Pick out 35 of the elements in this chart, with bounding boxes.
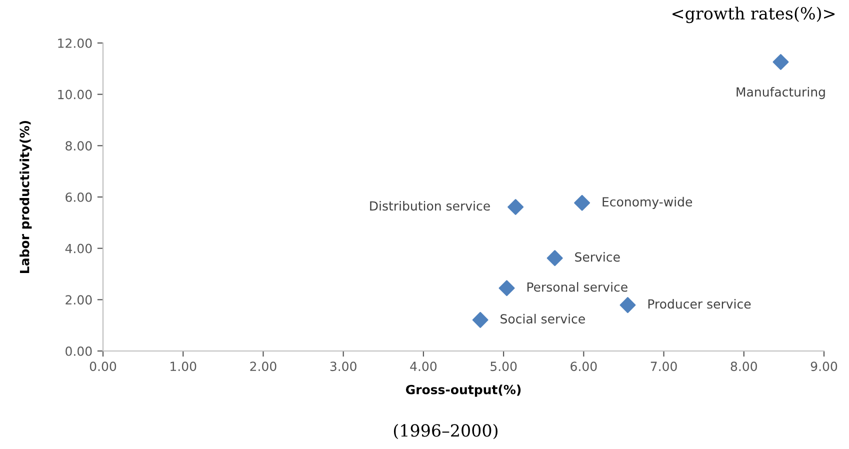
point bbox=[498, 280, 515, 296]
annotation: Manufacturing bbox=[736, 86, 825, 100]
x-tick-label: 8.00 bbox=[730, 362, 757, 372]
y-tick-label: 8.00 bbox=[66, 141, 92, 151]
annotation: Producer service bbox=[648, 299, 751, 309]
chart-title: <growth rates(%)> bbox=[672, 6, 834, 24]
annotation: Service bbox=[575, 252, 620, 262]
point bbox=[546, 250, 563, 266]
point bbox=[574, 194, 590, 211]
x-tick-label: 9.00 bbox=[810, 362, 838, 372]
x-tick-label: 3.00 bbox=[330, 362, 356, 372]
point bbox=[620, 297, 636, 314]
x-tick-label: 4.00 bbox=[410, 362, 437, 372]
annotation: Social service bbox=[500, 314, 585, 324]
y-axis-title: Labor productivity(%) bbox=[20, 120, 32, 273]
y-tick-label: 2.00 bbox=[66, 295, 92, 305]
annotation: Distribution service bbox=[370, 200, 490, 211]
x-tick-label: 5.00 bbox=[490, 362, 517, 372]
y-tick-label: 4.00 bbox=[65, 244, 92, 254]
x-tick-label: 7.00 bbox=[650, 362, 677, 372]
x-tick-label: 0.00 bbox=[90, 362, 116, 372]
x-tick-label: 1.00 bbox=[170, 362, 196, 372]
y-tick-label: 0.00 bbox=[66, 346, 92, 356]
y-tick-label: 6.00 bbox=[66, 192, 92, 202]
y-tick-label: 12.00 bbox=[58, 38, 92, 48]
point bbox=[772, 54, 789, 70]
text: (1996–2000) bbox=[394, 424, 498, 440]
x-tick-label: 2.00 bbox=[250, 362, 276, 372]
point bbox=[472, 312, 488, 328]
x-axis-title: Gross-output(%) bbox=[406, 384, 521, 397]
annotation: Personal service bbox=[527, 282, 628, 292]
y-tick-label: 10.00 bbox=[58, 90, 92, 100]
x-tick-label: 6.00 bbox=[570, 362, 597, 372]
point bbox=[508, 199, 524, 215]
annotation: Economy-wide bbox=[602, 196, 692, 209]
